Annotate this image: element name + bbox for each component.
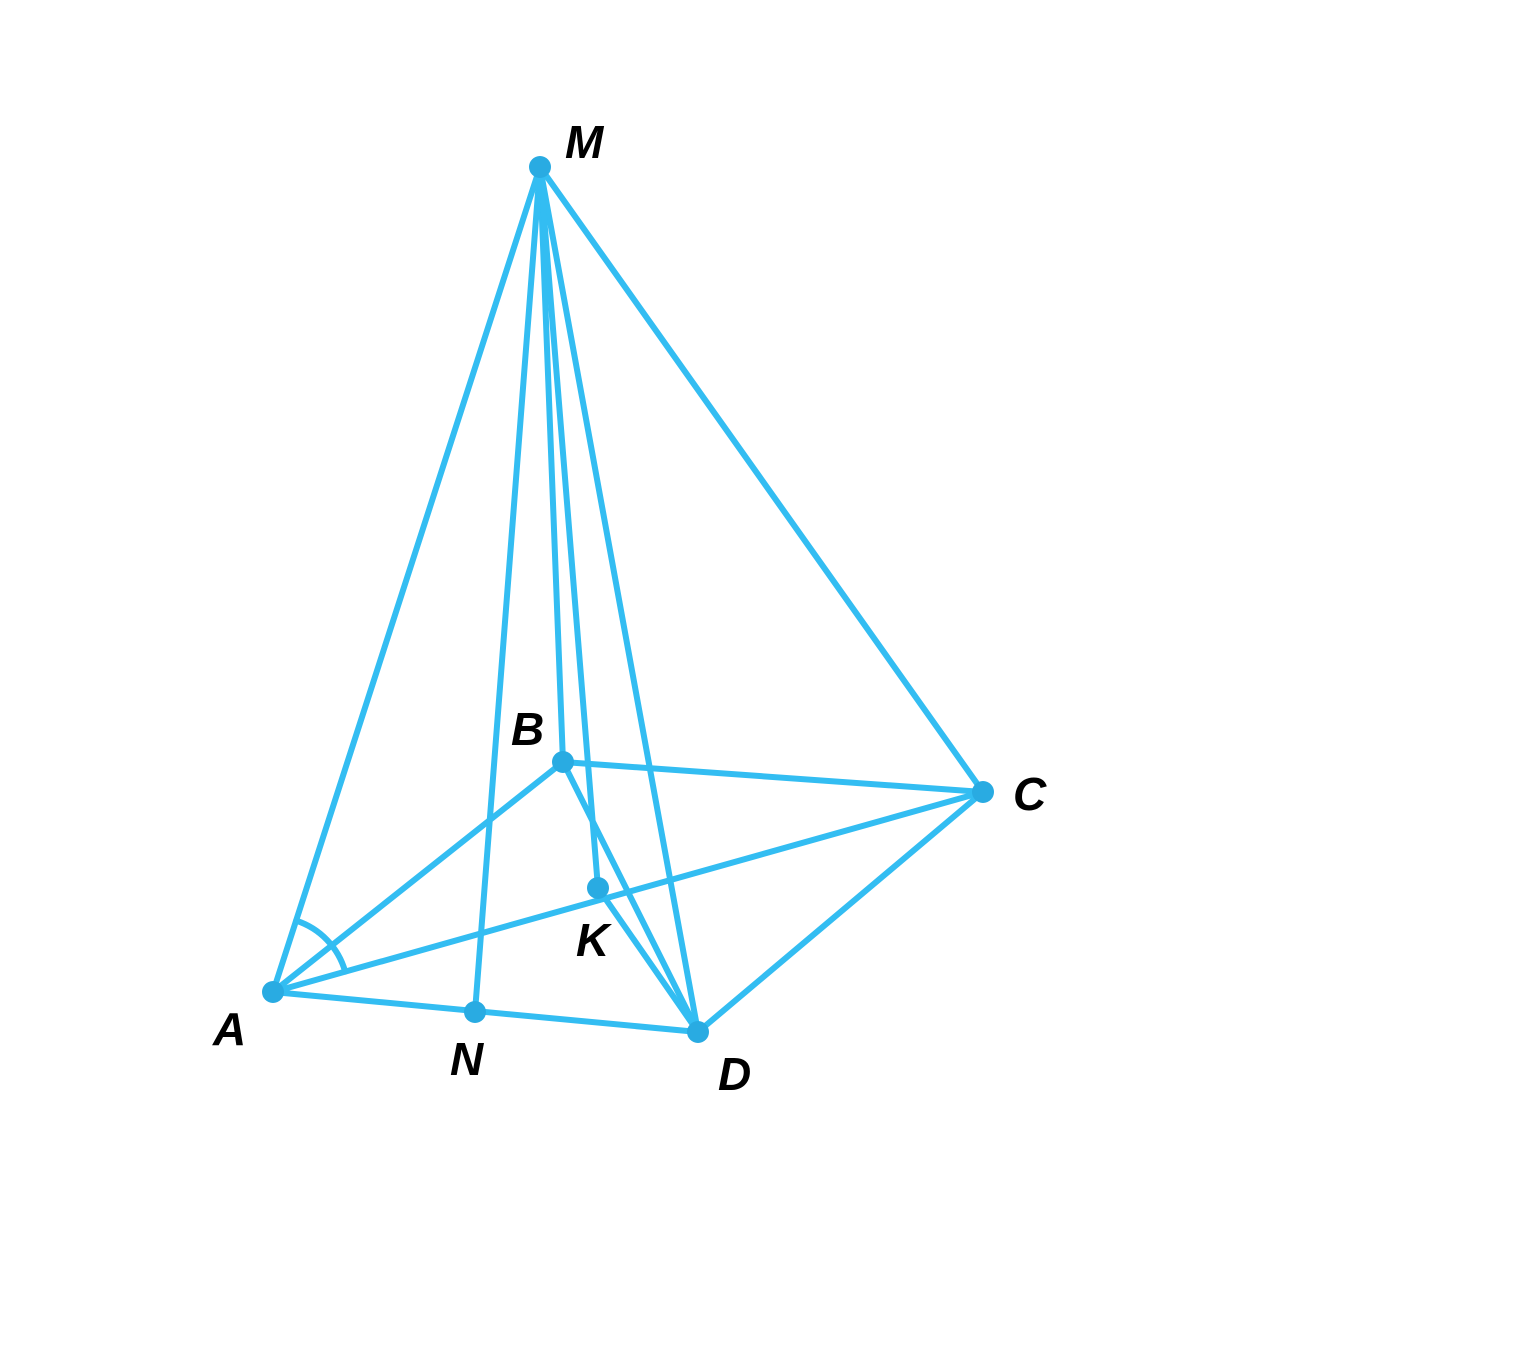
vertex-label-N: N (450, 1032, 483, 1086)
vertex-label-B: B (511, 702, 544, 756)
edge-M-A (273, 167, 540, 992)
vertex-label-C: C (1013, 767, 1046, 821)
edge-B-D (563, 762, 698, 1032)
geometry-diagram (0, 0, 1536, 1359)
vertex-label-K: K (576, 913, 609, 967)
edge-A-B (273, 762, 563, 992)
vertex-point-K (587, 877, 609, 899)
vertex-point-M (529, 156, 551, 178)
angle-arc-A (296, 921, 345, 972)
vertex-point-C (972, 781, 994, 803)
edge-M-D (540, 167, 698, 1032)
edge-M-B (540, 167, 563, 762)
vertex-point-N (464, 1001, 486, 1023)
edge-C-D (698, 792, 983, 1032)
vertex-label-D: D (718, 1047, 751, 1101)
edge-M-C (540, 167, 983, 792)
vertex-label-A: A (213, 1002, 246, 1056)
vertex-point-D (687, 1021, 709, 1043)
edge-B-C (563, 762, 983, 792)
edge-M-N (475, 167, 540, 1012)
vertex-point-B (552, 751, 574, 773)
vertex-label-M: M (565, 115, 603, 169)
vertex-point-A (262, 981, 284, 1003)
